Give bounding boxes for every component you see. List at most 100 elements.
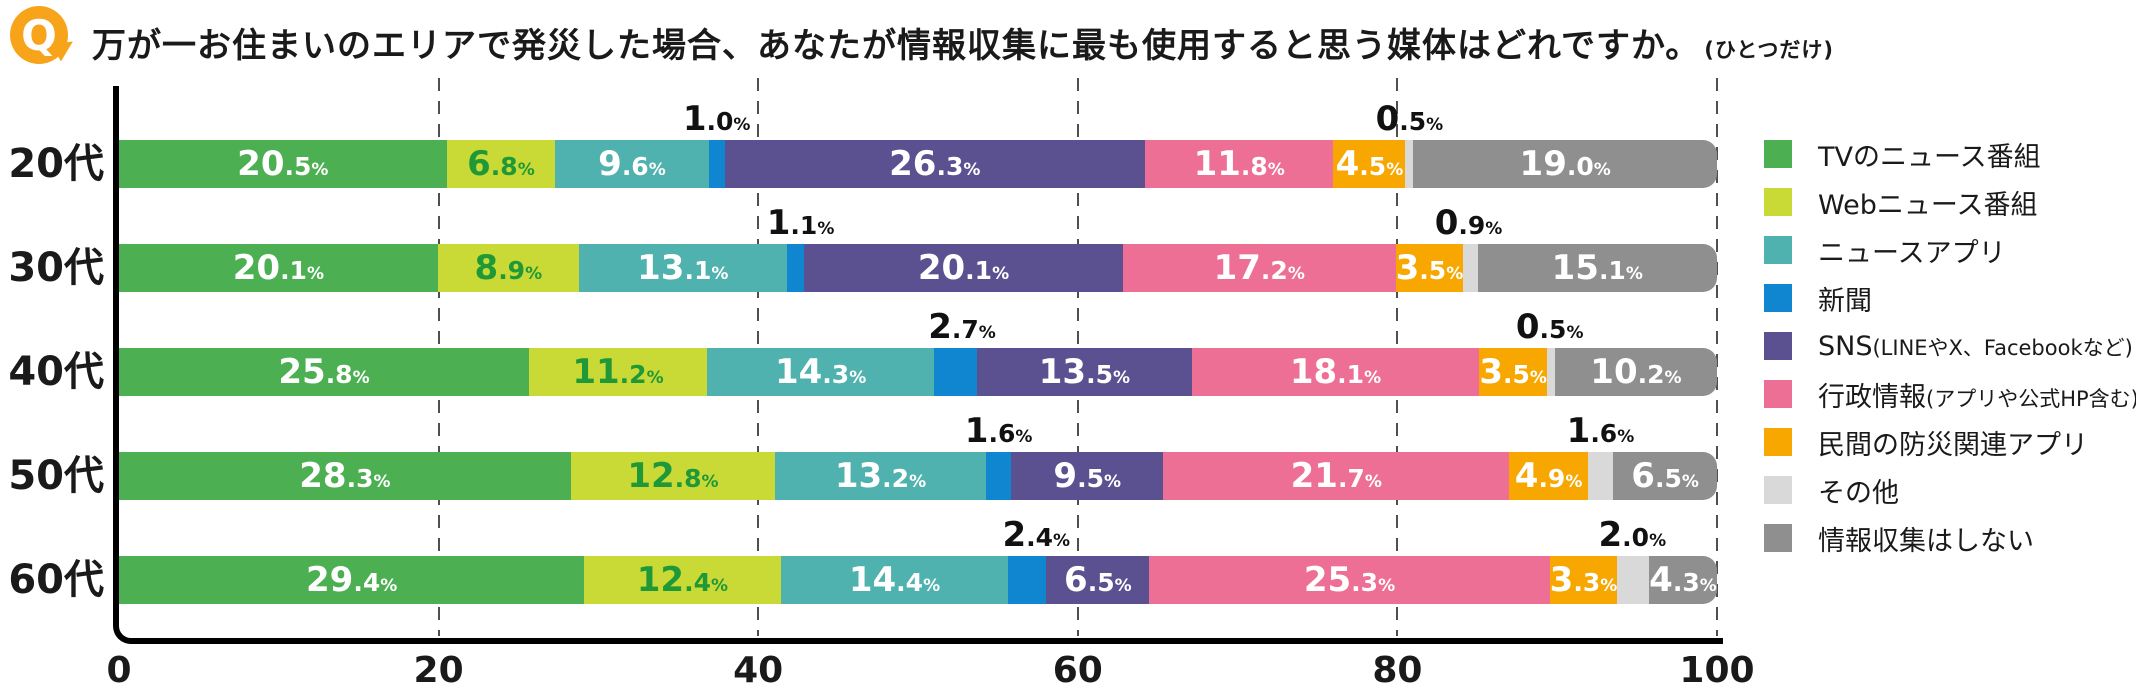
legend: TVのニュース番組 Webニュース番組 ニュースアプリ 新聞 SNS(LINEやX、Fa…: [1764, 140, 2136, 572]
segment-value-label: 20.1%: [917, 248, 1010, 288]
segment-value-label: 6.8%: [467, 144, 535, 184]
legend-label: 民間の防災関連アプリ: [1818, 429, 2088, 461]
stacked-bar-60代: 29.4% 12.4% 14.4% 6.5% 25.3% 3.3% 4.3%: [119, 556, 1717, 604]
bar-segment-ニュースアプリ: 9.6%: [555, 140, 709, 188]
bar-segment-行政情報: 18.1%: [1191, 348, 1480, 396]
bar-segment-TVのニュース番組: 20.1%: [119, 244, 438, 292]
stacked-bar-50代: 28.3% 12.8% 13.2% 9.5% 21.7% 4.9% 6.5%: [119, 452, 1717, 500]
row-20代: 1.0% 0.5% 20.5% 6.8% 9.6% 26.3% 11.8% 4.5% 19.0%: [119, 88, 1717, 192]
segment-value-label: 4.3%: [1649, 560, 1717, 600]
segment-value-label: 11.2%: [572, 352, 664, 392]
axis-frame: [113, 86, 1723, 644]
legend-item-新聞: 新聞: [1764, 284, 2136, 317]
callout-label-その他: 0.5%: [1515, 307, 1584, 347]
callout-label-その他: 0.9%: [1434, 203, 1503, 243]
x-tick-80: 80: [1372, 650, 1423, 689]
callout-label-その他: 2.0%: [1598, 515, 1667, 555]
bar-segment-Webニュース番組: 11.2%: [529, 348, 707, 396]
segment-value-label: 13.5%: [1038, 352, 1131, 392]
bar-segment-民間の防災関連アプリ: 3.5%: [1479, 348, 1547, 396]
bar-segment-情報収集はしない: 15.1%: [1477, 244, 1717, 292]
bar-segment-民間の防災関連アプリ: 3.3%: [1549, 556, 1618, 604]
legend-item-民間の防災関連アプリ: 民間の防災関連アプリ: [1764, 428, 2136, 461]
callout-label-新聞: 1.0%: [682, 99, 751, 139]
bar-segment-新聞: [985, 452, 1012, 500]
segment-value-label: 15.1%: [1551, 248, 1643, 288]
bar-segment-SNS: 6.5%: [1046, 556, 1150, 604]
legend-item-Webニュース番組: Webニュース番組: [1764, 188, 2136, 221]
segment-value-label: 17.2%: [1213, 248, 1305, 288]
segment-value-label: 3.3%: [1549, 560, 1618, 600]
legend-swatch-icon: [1764, 476, 1792, 504]
legend-label: SNS(LINEやX、Facebookなど): [1818, 330, 2133, 362]
segment-value-label: 13.1%: [637, 248, 729, 288]
bar-segment-その他: [1617, 556, 1649, 604]
legend-label: 情報収集はしない: [1818, 525, 2034, 557]
segment-value-label: 9.5%: [1053, 456, 1122, 496]
bars-container: 1.0% 0.5% 20.5% 6.8% 9.6% 26.3% 11.8% 4.5% 19.0%…: [119, 88, 1717, 608]
bar-segment-新聞: [1008, 556, 1047, 604]
legend-label: 行政情報(アプリや公式HP含む): [1818, 375, 2136, 414]
legend-item-情報収集はしない: 情報収集はしない: [1764, 524, 2136, 557]
segment-value-label: 9.6%: [598, 144, 666, 184]
stacked-bar-40代: 25.8% 11.2% 14.3% 13.5% 18.1% 3.5% 10.2%: [119, 348, 1717, 396]
row-label-30代: 30代: [8, 245, 104, 291]
x-tick-40: 40: [733, 650, 784, 689]
legend-label-note: (アプリや公式HP含む): [1926, 386, 2136, 411]
callout-label-新聞: 1.6%: [964, 411, 1033, 451]
bar-segment-TVのニュース番組: 28.3%: [119, 452, 571, 500]
bar-segment-情報収集はしない: 4.3%: [1648, 556, 1717, 604]
segment-value-label: 3.5%: [1479, 352, 1547, 392]
segment-value-label: 29.4%: [306, 560, 398, 600]
row-30代: 1.1% 0.9% 20.1% 8.9% 13.1% 20.1% 17.2% 3.5% 15.1…: [119, 192, 1717, 296]
bar-segment-SNS: 9.5%: [1011, 452, 1164, 500]
segment-value-label: 3.5%: [1395, 248, 1464, 288]
segment-value-label: 25.3%: [1303, 560, 1396, 600]
bar-segment-行政情報: 11.8%: [1144, 140, 1334, 188]
legend-item-行政情報: 行政情報(アプリや公式HP含む): [1764, 380, 2136, 413]
bar-segment-その他: [1463, 244, 1478, 292]
row-60代: 2.4% 2.0% 29.4% 12.4% 14.4% 6.5% 25.3% 3.3% 4.3%: [119, 504, 1717, 608]
callout-label-新聞: 2.7%: [928, 307, 996, 347]
legend-item-ニュースアプリ: ニュースアプリ: [1764, 236, 2136, 269]
bar-segment-行政情報: 21.7%: [1163, 452, 1510, 500]
callout-label-新聞: 2.4%: [1002, 515, 1071, 555]
segment-value-label: 14.4%: [848, 560, 941, 600]
legend-item-TVのニュース番組: TVのニュース番組: [1764, 140, 2136, 173]
segment-value-label: 14.3%: [774, 352, 867, 392]
callout-label-新聞: 1.1%: [766, 203, 835, 243]
bar-segment-SNS: 20.1%: [804, 244, 1123, 292]
bar-segment-ニュースアプリ: 13.1%: [578, 244, 787, 292]
legend-item-SNS: SNS(LINEやX、Facebookなど): [1764, 330, 2136, 362]
segment-value-label: 18.1%: [1289, 352, 1382, 392]
bar-segment-行政情報: 25.3%: [1149, 556, 1550, 604]
bar-segment-SNS: 13.5%: [977, 348, 1192, 396]
segment-value-label: 20.5%: [237, 144, 329, 184]
bar-segment-情報収集はしない: 6.5%: [1613, 452, 1717, 500]
bar-segment-民間の防災関連アプリ: 3.5%: [1395, 244, 1464, 292]
bar-segment-その他: [1546, 348, 1555, 396]
segment-value-label: 12.8%: [627, 456, 719, 496]
segment-value-label: 10.2%: [1590, 352, 1682, 392]
bar-segment-その他: [1587, 452, 1614, 500]
row-label-40代: 40代: [8, 349, 104, 395]
bar-segment-その他: [1405, 140, 1414, 188]
bar-segment-Webニュース番組: 6.8%: [446, 140, 556, 188]
legend-label: その他: [1818, 477, 1899, 509]
bar-segment-民間の防災関連アプリ: 4.5%: [1333, 140, 1406, 188]
segment-value-label: 4.9%: [1514, 456, 1583, 496]
segment-value-label: 26.3%: [889, 144, 981, 184]
legend-swatch-icon: [1764, 332, 1792, 360]
x-tick-60: 60: [1052, 650, 1103, 689]
legend-swatch-icon: [1764, 188, 1792, 216]
bar-segment-ニュースアプリ: 14.4%: [780, 556, 1009, 604]
question-header: Q 万が一お住まいのエリアで発災した場合、あなたが情報収集に最も使用すると思う媒…: [10, 6, 1834, 67]
row-label-20代: 20代: [8, 141, 104, 187]
bar-segment-Webニュース番組: 12.4%: [584, 556, 781, 604]
gridline-100: [1716, 78, 1718, 636]
bar-segment-Webニュース番組: 12.8%: [570, 452, 776, 500]
bar-segment-行政情報: 17.2%: [1122, 244, 1396, 292]
legend-item-その他: その他: [1764, 476, 2136, 509]
callout-label-その他: 1.6%: [1566, 411, 1635, 451]
